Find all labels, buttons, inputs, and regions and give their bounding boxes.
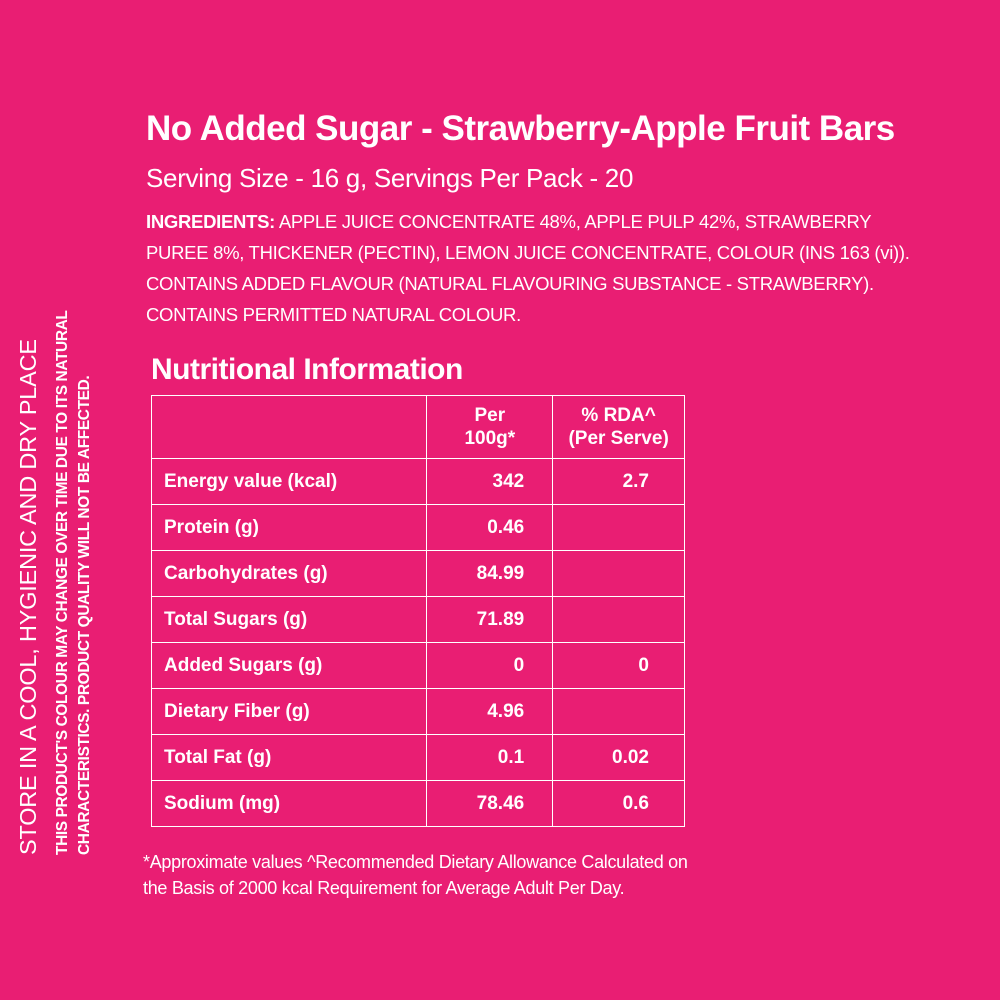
nutrient-name: Sodium (mg) <box>150 780 428 827</box>
table-row: Energy value (kcal) 342 2.7 <box>150 458 685 505</box>
nutrient-rda: 0.02 <box>552 734 685 781</box>
table-row: Protein (g) 0.46 <box>150 504 685 551</box>
nutrition-heading: Nutritional Information <box>151 353 463 386</box>
table-row: Total Sugars (g) 71.89 <box>150 596 685 643</box>
ingredients-line-4: CONTAINS PERMITTED NATURAL COLOUR. <box>146 304 521 325</box>
serving-info: Serving Size - 16 g, Servings Per Pack -… <box>146 163 634 193</box>
footnote-line-1: *Approximate values ^Recommended Dietary… <box>143 852 688 872</box>
nutrient-rda: 0 <box>552 642 685 689</box>
header-nutrient <box>150 395 428 459</box>
nutrient-name: Total Fat (g) <box>150 734 428 781</box>
table-row: Added Sugars (g) 0 0 <box>150 642 685 689</box>
nutrient-name: Energy value (kcal) <box>150 458 428 505</box>
nutrient-per100: 342 <box>426 458 554 505</box>
nutrient-name: Added Sugars (g) <box>150 642 428 689</box>
colour-note-line-2: CHARACTERISTICS. PRODUCT QUALITY WILL NO… <box>76 375 93 855</box>
nutrient-per100: 0.46 <box>426 504 554 551</box>
header-rda: % RDA^ (Per Serve) <box>552 395 685 459</box>
header-per-100g: Per 100g* <box>426 395 554 459</box>
nutrient-rda: 2.7 <box>552 458 685 505</box>
nutrient-rda <box>552 550 685 597</box>
nutrient-per100: 71.89 <box>426 596 554 643</box>
header-per-line-1: Per <box>474 405 506 426</box>
nutrient-per100: 4.96 <box>426 688 554 735</box>
nutrient-per100: 0.1 <box>426 734 554 781</box>
footnote: *Approximate values ^Recommended Dietary… <box>143 849 763 901</box>
nutrient-name: Protein (g) <box>150 504 428 551</box>
nutrient-rda <box>552 504 685 551</box>
nutrient-rda: 0.6 <box>552 780 685 827</box>
side-text-block: STORE IN A COOL, HYGIENIC AND DRY PLACE … <box>14 240 106 856</box>
nutrient-per100: 84.99 <box>426 550 554 597</box>
table-row: Total Fat (g) 0.1 0.02 <box>150 734 685 781</box>
nutrient-rda <box>552 596 685 643</box>
ingredients-block: INGREDIENTS: APPLE JUICE CONCENTRATE 48%… <box>146 206 936 330</box>
ingredients-line-2: PUREE 8%, THICKENER (PECTIN), LEMON JUIC… <box>146 242 910 263</box>
nutrient-name: Total Sugars (g) <box>150 596 428 643</box>
ingredients-label: INGREDIENTS: <box>146 211 275 232</box>
nutrient-rda <box>552 688 685 735</box>
ingredients-line-3: CONTAINS ADDED FLAVOUR (NATURAL FLAVOURI… <box>146 273 874 294</box>
ingredients-text-1: APPLE JUICE CONCENTRATE 48%, APPLE PULP … <box>275 211 872 232</box>
nutrient-per100: 78.46 <box>426 780 554 827</box>
footnote-line-2: the Basis of 2000 kcal Requirement for A… <box>143 878 625 898</box>
table-header-row: Per 100g* % RDA^ (Per Serve) <box>150 395 685 459</box>
header-rda-line-1: % RDA^ <box>581 405 656 426</box>
header-rda-line-2: (Per Serve) <box>568 428 669 449</box>
header-per-line-2: 100g* <box>464 428 516 449</box>
table-row: Sodium (mg) 78.46 0.6 <box>150 780 685 827</box>
storage-instruction: STORE IN A COOL, HYGIENIC AND DRY PLACE <box>15 339 41 855</box>
nutrient-name: Dietary Fiber (g) <box>150 688 428 735</box>
nutrient-per100: 0 <box>426 642 554 689</box>
nutrient-name: Carbohydrates (g) <box>150 550 428 597</box>
table-row: Dietary Fiber (g) 4.96 <box>150 688 685 735</box>
nutrition-table: Per 100g* % RDA^ (Per Serve) Energy valu… <box>150 395 685 827</box>
table-row: Carbohydrates (g) 84.99 <box>150 550 685 597</box>
ingredients-line-1: INGREDIENTS: APPLE JUICE CONCENTRATE 48%… <box>146 206 936 237</box>
product-title: No Added Sugar - Strawberry-Apple Fruit … <box>146 109 895 148</box>
colour-note-line-1: THIS PRODUCT'S COLOUR MAY CHANGE OVER TI… <box>54 310 71 856</box>
